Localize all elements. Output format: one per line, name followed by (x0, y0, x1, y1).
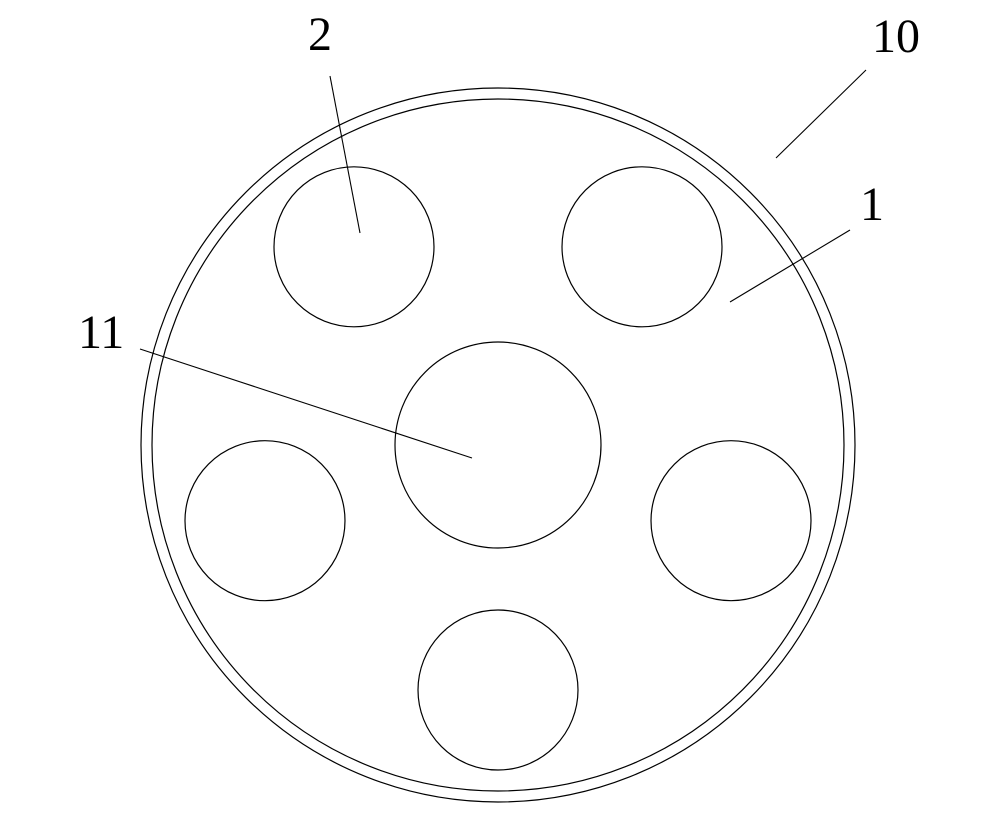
background (0, 0, 1000, 826)
callout-label-10: 10 (872, 10, 920, 63)
callout-label-1: 1 (860, 178, 884, 231)
mechanical-plate-diagram: 210111 (0, 0, 1000, 826)
callout-label-11: 11 (78, 306, 124, 359)
callout-label-2: 2 (308, 8, 332, 61)
